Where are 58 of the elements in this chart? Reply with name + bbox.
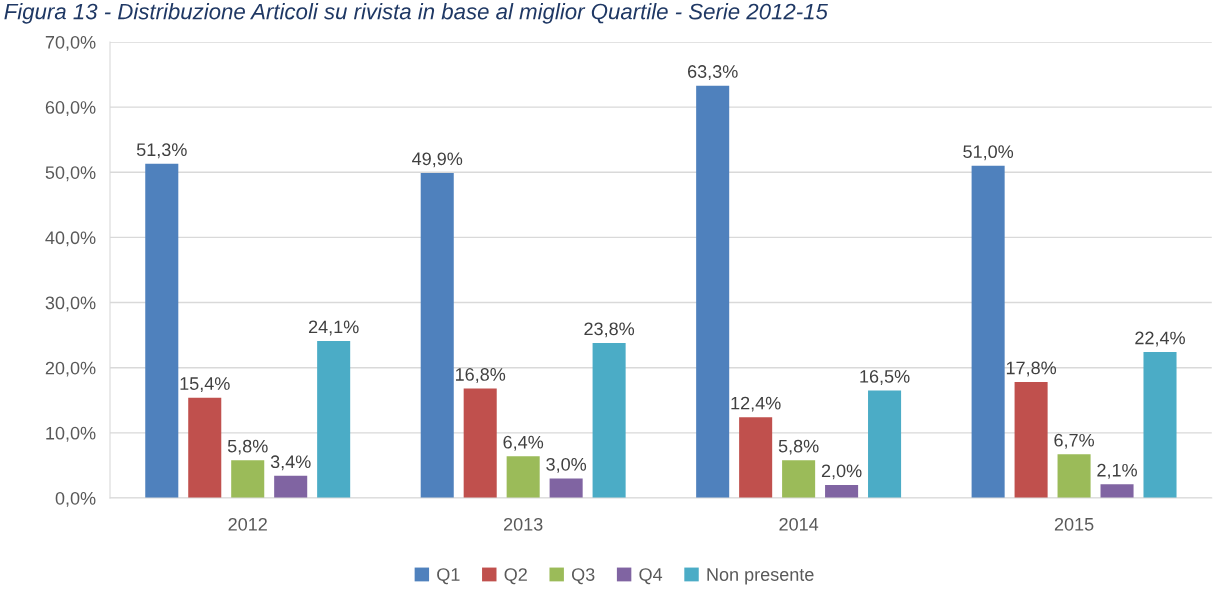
data-label: 3,0% bbox=[546, 457, 587, 473]
data-label: 16,8% bbox=[455, 368, 506, 383]
data-label: 16,5% bbox=[860, 369, 910, 385]
y-tick-label: 0,0% bbox=[55, 491, 96, 507]
bar bbox=[868, 390, 902, 498]
legend-label: Non presente bbox=[707, 568, 814, 585]
x-tick-label: 2015 bbox=[1054, 517, 1094, 531]
bar bbox=[739, 417, 773, 498]
bar bbox=[1143, 352, 1177, 498]
bar bbox=[1057, 454, 1091, 498]
y-tick-label: 60,0% bbox=[45, 101, 96, 116]
data-label: 63,3% bbox=[688, 65, 738, 81]
legend-label: Q4 bbox=[639, 568, 663, 585]
data-label: 51,0% bbox=[963, 145, 1014, 161]
data-label: 15,4% bbox=[180, 377, 230, 393]
bar bbox=[231, 460, 265, 498]
x-tick-label: 2013 bbox=[504, 517, 543, 531]
bar bbox=[782, 460, 816, 498]
y-tick-label: 20,0% bbox=[45, 361, 96, 377]
y-tick-label: 10,0% bbox=[46, 426, 96, 442]
data-label: 3,4% bbox=[270, 455, 311, 471]
y-tick-label: 70,0% bbox=[45, 35, 96, 51]
y-tick-label: 30,0% bbox=[45, 296, 96, 312]
data-label: 23,8% bbox=[584, 322, 635, 338]
chart-title: Figura 13 - Distribuzione Articoli su rivista in base al miglior Quartile - Serie 2012-15 bbox=[4, 3, 828, 24]
legend-label: Q2 bbox=[504, 568, 527, 585]
bar bbox=[592, 342, 626, 498]
x-tick-label: 2012 bbox=[228, 517, 267, 531]
data-label: 22,4% bbox=[1135, 331, 1185, 347]
y-tick-label: 50,0% bbox=[45, 166, 96, 182]
data-label: 17,8% bbox=[1006, 361, 1057, 377]
bar bbox=[420, 172, 454, 498]
data-label: 12,4% bbox=[731, 396, 781, 412]
bar bbox=[506, 456, 540, 498]
bar bbox=[188, 397, 222, 498]
bar bbox=[274, 475, 308, 498]
bar bbox=[1100, 484, 1134, 498]
bar bbox=[1014, 382, 1048, 498]
data-label: 2,0% bbox=[821, 464, 862, 480]
data-label: 5,8% bbox=[227, 439, 268, 455]
legend-label: Q3 bbox=[571, 568, 595, 585]
data-label: 49,9% bbox=[412, 152, 463, 168]
y-tick-label: 40,0% bbox=[45, 231, 96, 247]
data-label: 6,7% bbox=[1054, 433, 1094, 449]
bar bbox=[463, 388, 497, 498]
data-label: 2,1% bbox=[1097, 463, 1137, 479]
bar bbox=[971, 165, 1005, 498]
data-label: 5,8% bbox=[778, 439, 819, 455]
bar bbox=[317, 341, 351, 498]
legend-label: Q1 bbox=[437, 568, 460, 585]
bar bbox=[145, 163, 179, 498]
data-label: 24,1% bbox=[308, 320, 359, 336]
x-tick-label: 2014 bbox=[779, 517, 819, 531]
bar bbox=[549, 478, 583, 498]
data-label: 6,4% bbox=[503, 435, 544, 451]
data-label: 51,3% bbox=[136, 143, 187, 159]
bar bbox=[696, 85, 730, 498]
bar bbox=[825, 484, 859, 498]
